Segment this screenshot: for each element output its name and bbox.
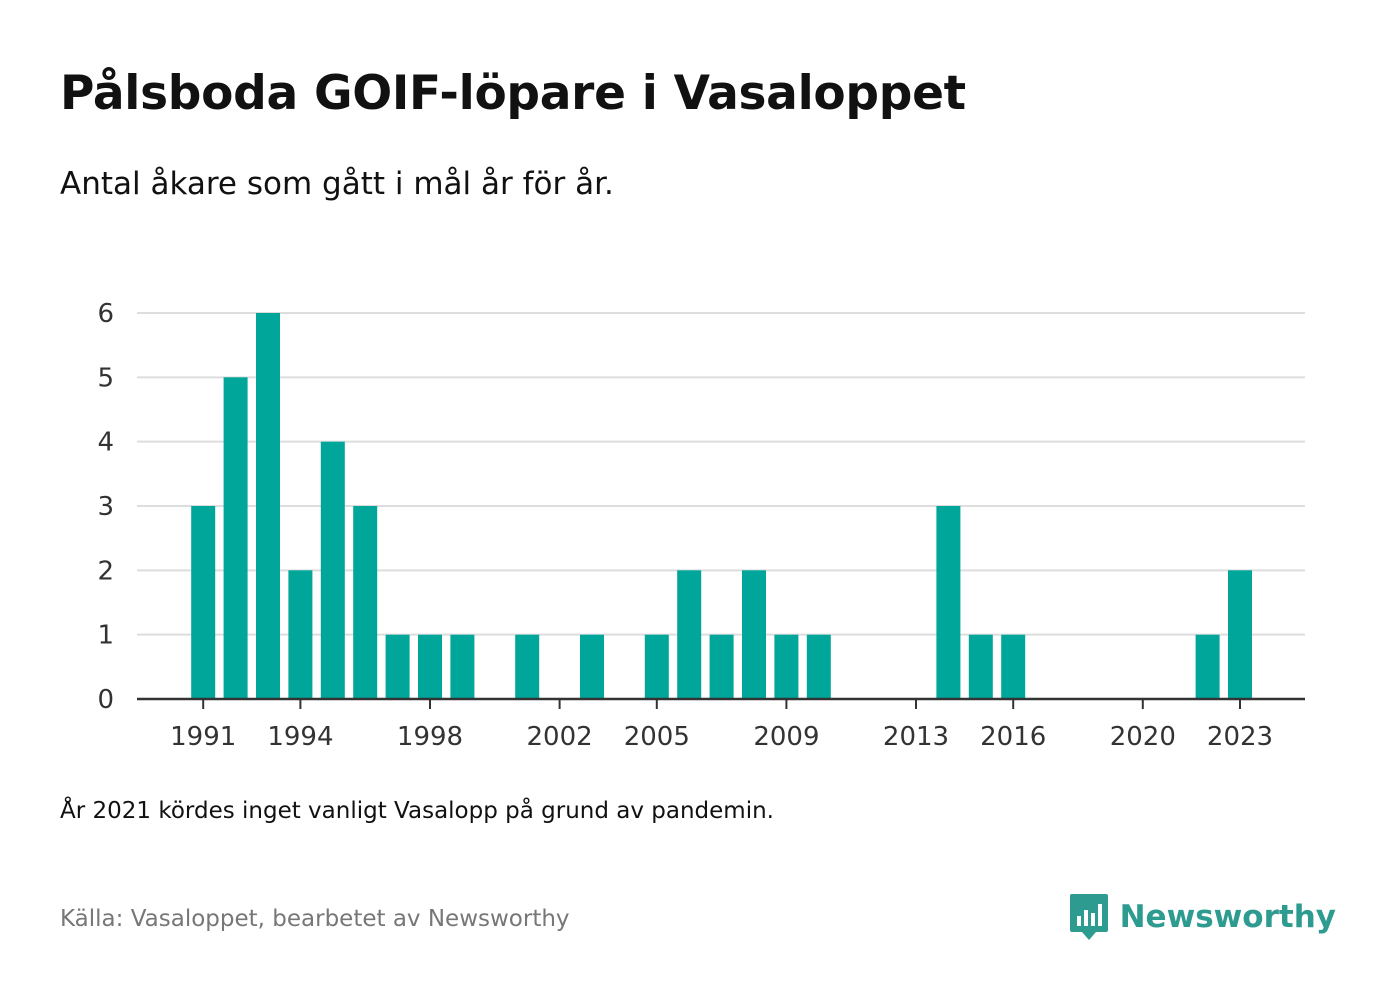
x-tick-label-1991: 1991 xyxy=(170,722,236,752)
brand-name: Newsworthy xyxy=(1119,899,1336,935)
bar-1993 xyxy=(256,313,280,699)
x-axis-labels: 1991 1994 1998 2002 2005 2009 2013 2016 2020 2023 xyxy=(170,722,1273,752)
x-tick-label-2002: 2002 xyxy=(527,722,593,752)
bar-1994 xyxy=(288,570,313,699)
y-tick-label-1: 1 xyxy=(97,621,114,651)
bar-1996 xyxy=(353,506,378,699)
bar-2007 xyxy=(709,634,734,699)
bar-2008 xyxy=(742,570,766,699)
source-credit: Källa: Vasaloppet, bearbetet av Newswort… xyxy=(60,906,570,932)
bar-2009 xyxy=(774,634,799,699)
bar-2006 xyxy=(677,570,702,699)
y-tick-label-6: 6 xyxy=(97,299,114,329)
chart-subtitle: Antal åkare som gått i mål år för år. xyxy=(60,166,614,202)
newsworthy-logo-icon xyxy=(1069,894,1108,940)
bar-2010 xyxy=(806,634,831,699)
bar-1995 xyxy=(320,441,345,699)
x-tick-label-2016: 2016 xyxy=(980,722,1046,752)
y-tick-label-2: 2 xyxy=(97,556,114,586)
bar-2022 xyxy=(1195,634,1220,699)
x-tick-label-2020: 2020 xyxy=(1110,722,1176,752)
x-tick-label-2005: 2005 xyxy=(624,722,690,752)
bar-2001 xyxy=(515,634,540,699)
bar-1999 xyxy=(450,634,475,699)
chart-title: Pålsboda GOIF-löpare i Vasaloppet xyxy=(60,66,966,121)
x-tick-label-1998: 1998 xyxy=(397,722,463,752)
x-axis xyxy=(137,697,1305,709)
y-tick-label-4: 4 xyxy=(97,428,114,458)
bar-2005 xyxy=(644,634,669,699)
bar-1991 xyxy=(191,506,216,699)
y-axis-labels: 0 1 2 3 4 5 6 xyxy=(97,299,114,715)
x-tick-label-2009: 2009 xyxy=(753,722,819,752)
x-tick-label-1994: 1994 xyxy=(267,722,333,752)
x-tick-label-2023: 2023 xyxy=(1207,722,1273,752)
bar-2015 xyxy=(968,634,993,699)
x-tick-label-2013: 2013 xyxy=(883,722,949,752)
y-tick-label-3: 3 xyxy=(97,492,114,522)
chart-note: År 2021 kördes inget vanligt Vasalopp på… xyxy=(60,798,774,824)
y-tick-label-0: 0 xyxy=(97,685,114,715)
bar-1992 xyxy=(223,377,248,699)
y-tick-label-5: 5 xyxy=(97,363,114,393)
bar-2003 xyxy=(580,634,604,699)
bar-2014 xyxy=(936,506,961,699)
newsworthy-brand[interactable]: Newsworthy xyxy=(1068,892,1336,942)
bar-chart: 0 1 2 3 4 5 6 1991 1994 1998 2002 2005 2009 2013 2016… xyxy=(97,299,1305,752)
bar-2023 xyxy=(1228,570,1252,699)
bar-1997 xyxy=(385,634,410,699)
bar-2016 xyxy=(1001,634,1026,699)
bars xyxy=(191,313,1252,699)
bar-1998 xyxy=(418,634,442,699)
